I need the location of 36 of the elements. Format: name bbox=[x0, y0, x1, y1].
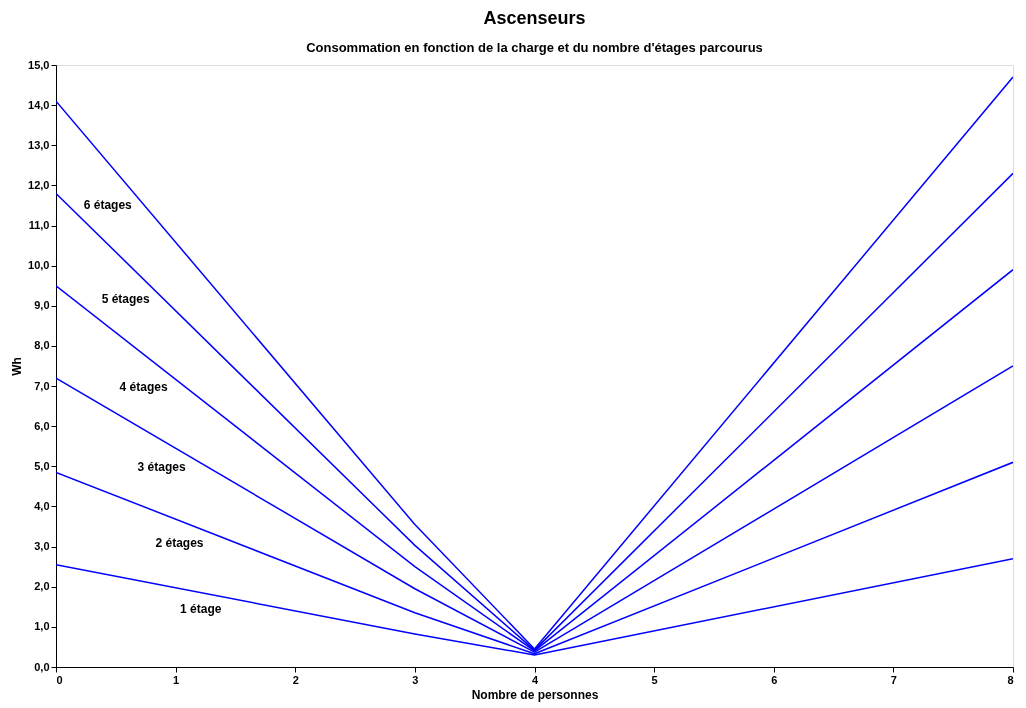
series-label: 1 étage bbox=[180, 602, 222, 617]
y-tick-label: 3,0 bbox=[34, 540, 50, 553]
x-tick-label: 0 bbox=[56, 673, 63, 686]
y-tick-label: 14,0 bbox=[28, 98, 50, 111]
series-label: 5 étages bbox=[101, 292, 151, 307]
chart-title: Ascenseurs bbox=[483, 8, 586, 28]
y-tick-label: 1,0 bbox=[34, 620, 50, 633]
x-tick-label: 8 bbox=[1007, 673, 1014, 686]
series-label: 6 étages bbox=[83, 197, 133, 212]
series-label: 2 étages bbox=[155, 535, 204, 550]
x-axis-title: Nombre de personnes bbox=[471, 687, 599, 702]
y-tick-label: 2,0 bbox=[34, 580, 50, 593]
x-tick-label: 4 bbox=[531, 673, 539, 686]
series-label: 4 étages bbox=[119, 379, 168, 394]
y-tick-label: 7,0 bbox=[34, 379, 50, 392]
line-series bbox=[56, 76, 1013, 650]
y-tick-label: 12,0 bbox=[28, 178, 50, 191]
y-tick-label: 6,0 bbox=[34, 419, 50, 432]
y-tick-label: 11,0 bbox=[28, 219, 50, 232]
x-tick-label: 1 bbox=[173, 673, 180, 686]
x-tick-label: 5 bbox=[651, 673, 658, 686]
chart-subtitle: Consommation en fonction de la charge et du nombre d'étages parcourus bbox=[306, 40, 763, 55]
series-label: 3 étages bbox=[137, 460, 186, 475]
x-tick-label: 3 bbox=[412, 673, 419, 686]
y-tick-label: 15,0 bbox=[28, 58, 50, 71]
y-tick-label: 9,0 bbox=[34, 299, 50, 312]
x-tick-label: 7 bbox=[890, 673, 897, 686]
y-tick-label: 10,0 bbox=[28, 259, 50, 272]
y-tick-label: 13,0 bbox=[28, 138, 50, 151]
y-tick-label: 0,0 bbox=[34, 660, 50, 673]
x-tick-label: 6 bbox=[771, 673, 778, 686]
x-tick-label: 2 bbox=[292, 673, 299, 686]
y-tick-label: 4,0 bbox=[34, 499, 50, 512]
y-axis-title: Wh bbox=[10, 357, 25, 376]
y-tick-label: 8,0 bbox=[34, 339, 50, 352]
y-tick-label: 5,0 bbox=[34, 459, 50, 472]
